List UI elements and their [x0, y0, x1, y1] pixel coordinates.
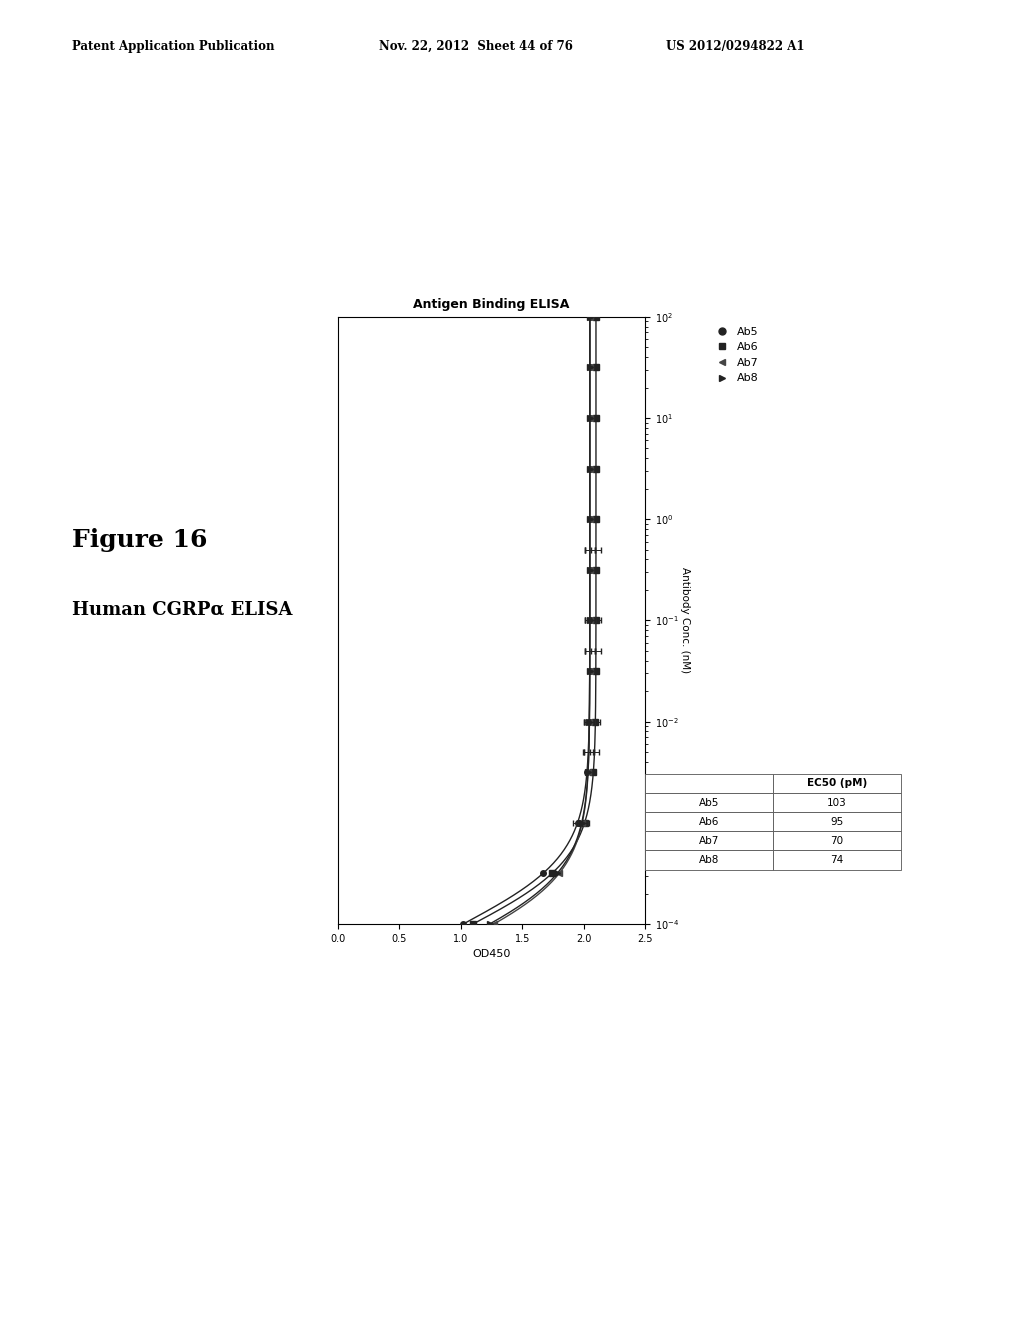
- Title: Antigen Binding ELISA: Antigen Binding ELISA: [414, 298, 569, 312]
- Y-axis label: Antibody Conc. (nM): Antibody Conc. (nM): [680, 568, 690, 673]
- Text: Nov. 22, 2012  Sheet 44 of 76: Nov. 22, 2012 Sheet 44 of 76: [379, 40, 572, 53]
- Text: Human CGRPα ELISA: Human CGRPα ELISA: [72, 601, 292, 619]
- Text: US 2012/0294822 A1: US 2012/0294822 A1: [666, 40, 804, 53]
- X-axis label: OD450: OD450: [472, 949, 511, 960]
- Text: Figure 16: Figure 16: [72, 528, 207, 552]
- Legend: Ab5, Ab6, Ab7, Ab8: Ab5, Ab6, Ab7, Ab8: [706, 322, 763, 388]
- Text: Patent Application Publication: Patent Application Publication: [72, 40, 274, 53]
